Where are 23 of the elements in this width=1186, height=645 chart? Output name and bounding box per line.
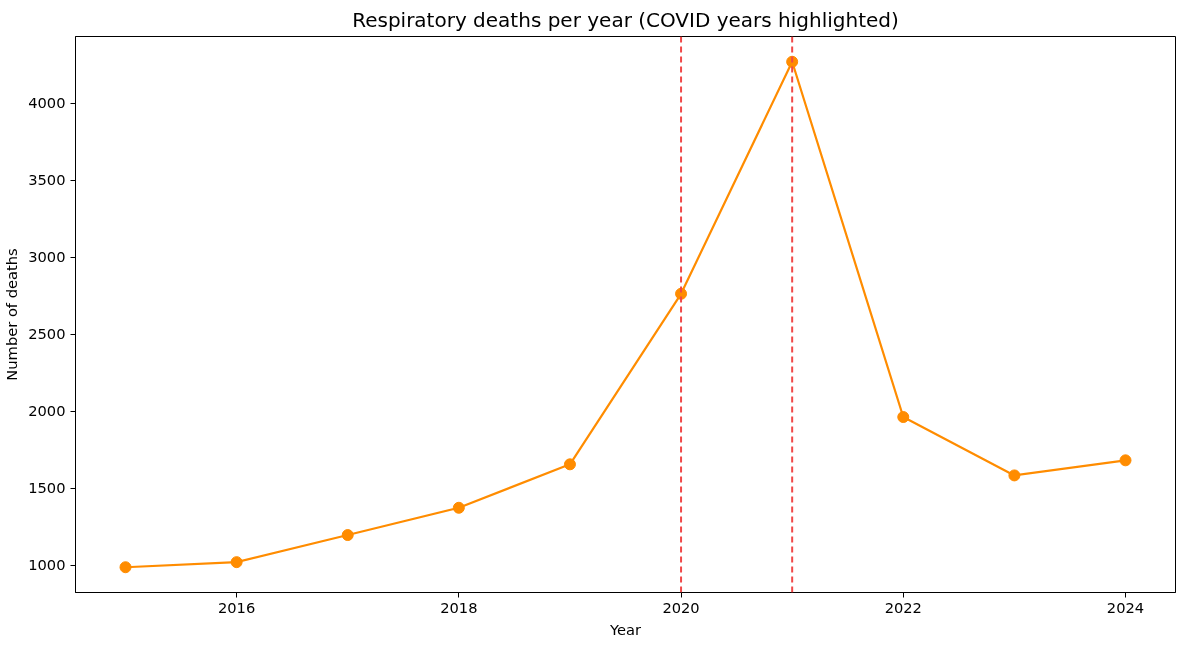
x-tick-label: 2016 <box>217 598 256 616</box>
y-tick-label: 2500 <box>28 325 66 343</box>
y-tick-label: 1500 <box>28 479 66 497</box>
x-tick-label: 2024 <box>1106 598 1145 616</box>
point <box>897 411 910 424</box>
chart-title: Respiratory deaths per year (COVID years highlighted) <box>352 7 899 32</box>
point <box>452 501 465 514</box>
y-tick-label: 4000 <box>28 94 66 112</box>
point <box>563 458 576 471</box>
point <box>119 561 132 574</box>
point <box>230 556 243 569</box>
y-axis-title: Number of deaths <box>3 248 21 381</box>
y-tick-label: 3500 <box>28 171 66 189</box>
x-tick-label: 2020 <box>662 598 700 616</box>
point <box>341 529 354 542</box>
y-tick-label: 1000 <box>28 556 66 574</box>
point <box>1008 469 1021 482</box>
x-tick-label: 2018 <box>440 598 478 616</box>
point <box>1119 454 1132 467</box>
x-tick-label: 2022 <box>884 598 922 616</box>
y-tick-label: 2000 <box>28 402 66 420</box>
x-axis-title: Year <box>608 620 642 638</box>
y-tick-label: 3000 <box>28 248 66 266</box>
